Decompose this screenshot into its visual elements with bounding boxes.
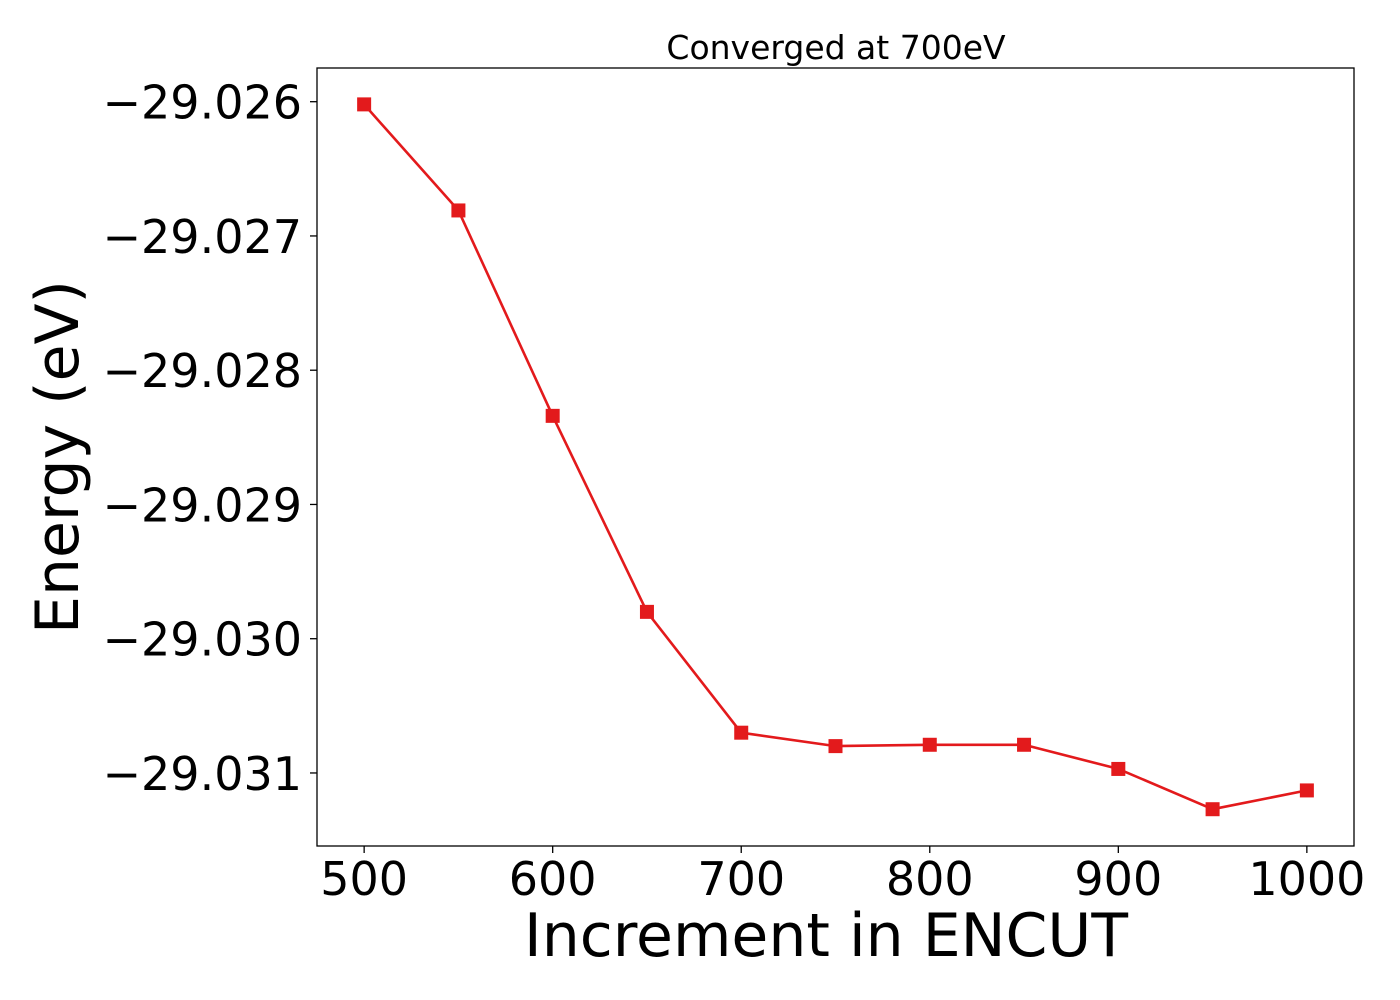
series-line: [363, 103, 1308, 811]
chart-title: Converged at 700eV: [666, 28, 1006, 67]
data-point: [922, 737, 937, 752]
data-point: [828, 739, 843, 754]
x-tick-label: 700: [697, 852, 785, 906]
data-point: [1205, 802, 1220, 817]
x-tick-label: 900: [1074, 852, 1162, 906]
data-point: [545, 408, 560, 423]
data-point: [1299, 783, 1314, 798]
x-axis-title: Increment in ENCUT: [524, 901, 1128, 971]
y-tick-label: −29.027: [103, 210, 303, 264]
y-tick-label: −29.030: [103, 613, 303, 667]
data-point: [1017, 737, 1032, 752]
y-tick-label: −29.028: [103, 344, 303, 398]
data-point: [734, 725, 749, 740]
x-tick-label: 1000: [1248, 852, 1365, 906]
data-point: [451, 203, 466, 218]
y-tick-label: −29.026: [103, 76, 303, 130]
plot-frame: [316, 67, 1355, 847]
data-point: [1111, 761, 1126, 776]
x-axis: 500 600 700 800 900 1000: [320, 846, 1365, 906]
x-tick-label: 500: [320, 852, 408, 906]
data-point: [639, 604, 654, 619]
series-layer: [357, 97, 1314, 817]
x-tick-label: 800: [886, 852, 974, 906]
x-tick-label: 600: [509, 852, 597, 906]
y-axis: −29.026 −29.027 −29.028 −29.029 −29.030 −29.0…: [103, 76, 317, 801]
data-point: [357, 97, 372, 112]
y-axis-title: Energy (eV): [23, 280, 93, 634]
y-tick-label: −29.029: [103, 478, 303, 532]
y-tick-label: −29.031: [103, 747, 303, 801]
